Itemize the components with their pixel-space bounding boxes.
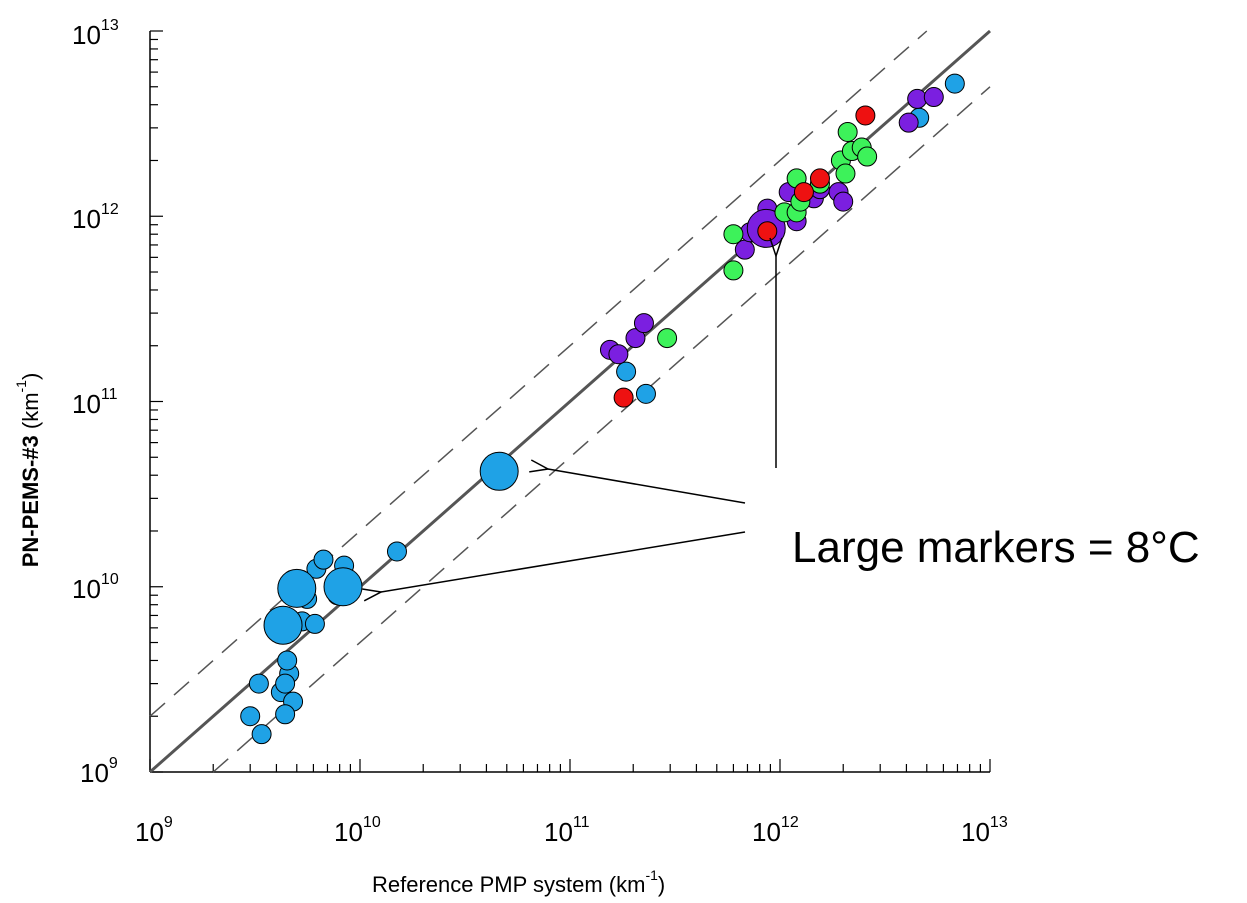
data-point-red [757,221,778,242]
y-tick-label: 1012 [72,201,119,234]
data-points [240,73,965,745]
data-point-blue [275,673,296,694]
data-point-red [809,168,830,189]
data-point-blue [313,549,334,570]
data-point-red [613,387,634,408]
data-point-blue [304,613,325,634]
data-point-purple [625,328,646,349]
data-point-purple [907,88,928,109]
data-point-blue [275,704,296,725]
y-axis-title: PN-PEMS-#3 (km-1) [13,373,43,568]
x-tick-labels: 109 1010 1011 1012 1013 [135,814,1008,847]
data-point-red [855,105,876,126]
data-point-blue [944,73,965,94]
x-tick-label: 1010 [334,814,381,847]
data-point-purple [608,344,629,365]
y-tick-label: 1013 [72,17,119,50]
factor-band-line [149,30,928,717]
data-point-green [723,224,744,245]
annotation-arrow [548,469,746,504]
data-point-purple [633,313,654,334]
data-point-green [657,328,678,349]
data-point-green [837,121,858,142]
data-point-blue [635,383,656,404]
data-point-blue [616,361,637,382]
data-point-blue [323,567,363,607]
data-point-green [835,163,856,184]
x-axis-title: Reference PMP system (km-1) [372,867,665,897]
data-point-green [857,146,878,167]
x-tick-label: 1012 [752,814,799,847]
x-tick-label: 109 [135,814,173,847]
data-point-purple [898,112,919,133]
data-point-blue [248,673,269,694]
data-point-blue [277,568,317,608]
data-point-blue [277,650,298,671]
data-point-blue [240,706,261,727]
y-tick-labels: 109 1010 1011 1012 1013 [72,17,119,788]
annotation-arrow [381,531,746,592]
data-point-blue [263,605,303,645]
data-point-blue [386,541,407,562]
data-point-purple [923,87,944,108]
data-point-purple [734,239,755,260]
data-point-red [793,182,814,203]
annotation-text: Large markers = 8°C [792,523,1200,572]
y-tick-label: 109 [80,755,118,788]
minor-ticks [149,30,991,773]
data-point-purple [833,191,854,212]
factor-band-line [212,86,991,773]
data-point-blue [479,451,519,491]
x-tick-label: 1011 [544,814,590,847]
y-tick-label: 1011 [72,386,118,419]
x-tick-label: 1013 [961,814,1008,847]
y-tick-label: 1010 [72,571,119,604]
data-point-blue [251,724,272,745]
data-point-green [723,260,744,281]
